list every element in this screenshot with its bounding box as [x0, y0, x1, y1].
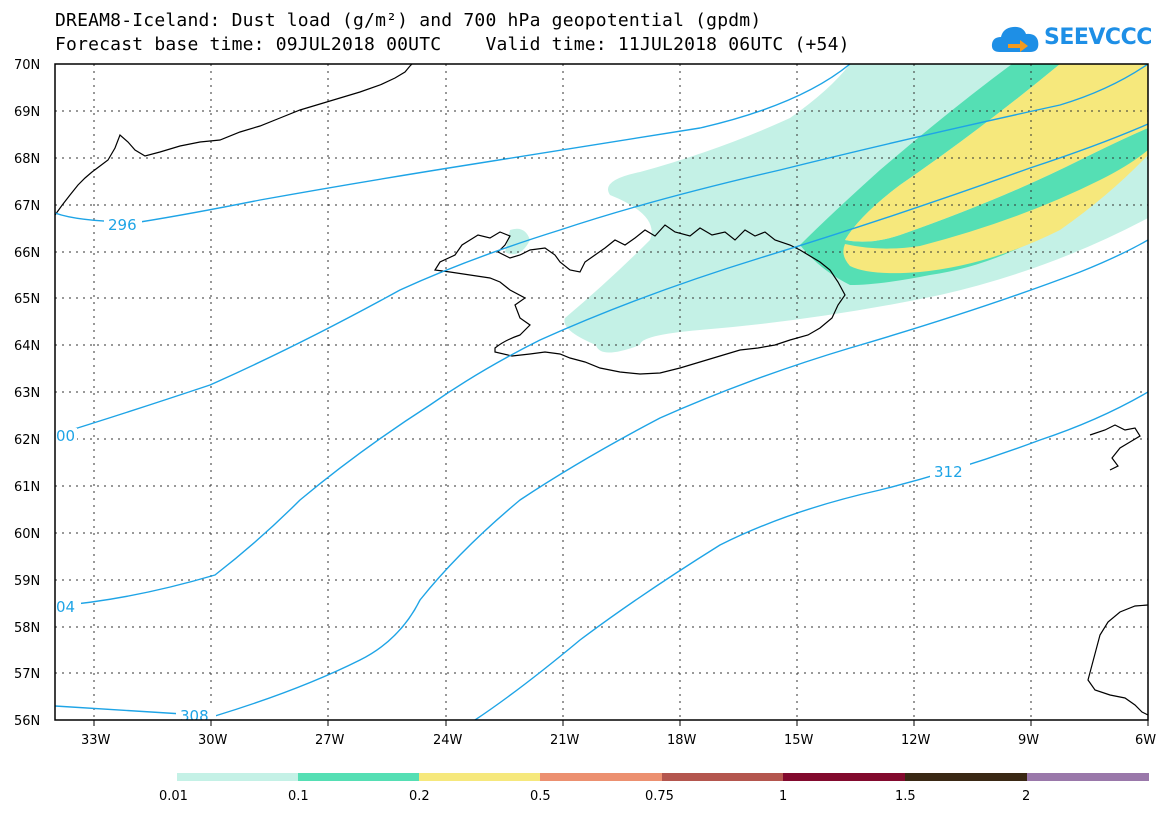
greenland-coast: [55, 64, 413, 216]
legend-tick-0.1: 0.1: [288, 789, 309, 804]
contour-label-312: 312: [934, 463, 963, 481]
map-frame: [54, 63, 1149, 721]
seevccc-logo: SEEVCCC: [990, 22, 1152, 56]
lon-label-21w: 21W: [550, 733, 580, 748]
legend-tick-2: 2: [1022, 789, 1030, 804]
legend-tick-0.5: 0.5: [530, 789, 551, 804]
legend-swatch-0: [177, 773, 298, 781]
contour-308: [55, 239, 1148, 717]
lat-label-66n: 66N: [14, 246, 40, 261]
lat-label-60n: 60N: [14, 527, 40, 542]
lon-label-6w: 6W: [1135, 733, 1156, 748]
legend-tick-1: 1: [779, 789, 787, 804]
longitude-labels: 33W 30W 27W 24W 21W 18W 15W 12W 9W 6W: [81, 733, 1156, 748]
latitude-labels: 56N 57N 58N 59N 60N 61N 62N 63N 64N 65N …: [14, 58, 40, 729]
legend-tick-0.2: 0.2: [409, 789, 430, 804]
map-title-line1: DREAM8-Iceland: Dust load (g/m²) and 700…: [55, 10, 762, 31]
axis-ticks: [93, 720, 1149, 726]
graticule: [55, 64, 1148, 720]
lon-label-15w: 15W: [784, 733, 814, 748]
lat-label-59n: 59N: [14, 574, 40, 589]
lon-label-12w: 12W: [901, 733, 931, 748]
coastlines: [55, 64, 1148, 716]
legend-swatch-3: [540, 773, 662, 781]
logo-text: SEEVCCC: [1044, 25, 1152, 50]
lon-label-24w: 24W: [433, 733, 463, 748]
scotland-coast: [1087, 604, 1148, 716]
contour-label-296: 296: [108, 216, 137, 234]
lat-label-69n: 69N: [14, 105, 40, 120]
dust-shade-0.2-south: [843, 150, 1148, 274]
dust-shade-0.01-west: [505, 228, 530, 255]
lon-label-9w: 9W: [1018, 733, 1039, 748]
contour-label-308: 308: [180, 707, 209, 725]
contour-label-304: 04: [56, 598, 75, 616]
cloud-arrow-icon: [991, 26, 1039, 52]
lon-label-27w: 27W: [315, 733, 345, 748]
legend-swatch-6: [905, 773, 1027, 781]
dust-shade-0.2: [845, 64, 1148, 242]
lon-label-30w: 30W: [198, 733, 228, 748]
legend-swatch-4: [662, 773, 783, 781]
lat-label-68n: 68N: [14, 152, 40, 167]
legend-tick-0.01: 0.01: [159, 789, 188, 804]
lat-label-64n: 64N: [14, 339, 40, 354]
lat-label-63n: 63N: [14, 386, 40, 401]
legend-tick-1.5: 1.5: [895, 789, 916, 804]
lat-label-61n: 61N: [14, 480, 40, 495]
contour-304: [55, 123, 1148, 607]
contour-312: [474, 391, 1148, 720]
legend-tick-0.75: 0.75: [645, 789, 674, 804]
color-legend: 0.01 0.1 0.2 0.5 0.75 1 1.5 2: [159, 773, 1149, 804]
map-plot-area: 296 00 04 308 312: [55, 64, 1148, 725]
lon-label-33w: 33W: [81, 733, 111, 748]
map-subtitle-times: Forecast base time: 09JUL2018 00UTC Vali…: [55, 34, 850, 55]
lat-label-57n: 57N: [14, 667, 40, 682]
lat-label-58n: 58N: [14, 621, 40, 636]
legend-swatch-7: [1027, 773, 1149, 781]
faroe-islands: [1089, 424, 1141, 471]
legend-swatch-2: [419, 773, 540, 781]
lat-label-56n: 56N: [14, 714, 40, 729]
lat-label-62n: 62N: [14, 433, 40, 448]
geopotential-contours: [55, 64, 1148, 720]
legend-swatch-5: [783, 773, 905, 781]
contour-300: [55, 64, 1148, 436]
legend-swatch-1: [298, 773, 419, 781]
lon-label-18w: 18W: [667, 733, 697, 748]
lat-label-67n: 67N: [14, 199, 40, 214]
iceland-coast: [433, 224, 846, 375]
lat-label-70n: 70N: [14, 58, 40, 73]
contour-labels: 296 00 04 308 312: [55, 216, 970, 725]
lat-label-65n: 65N: [14, 292, 40, 307]
contour-label-300: 00: [56, 427, 75, 445]
